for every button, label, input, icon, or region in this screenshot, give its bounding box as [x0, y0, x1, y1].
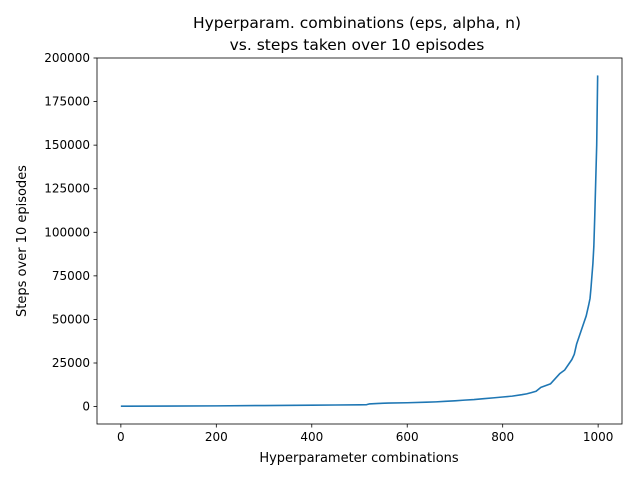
- y-axis-label: Steps over 10 episodes: [15, 165, 30, 317]
- y-tick-label: 25000: [52, 356, 90, 370]
- x-tick-label: 0: [117, 430, 125, 444]
- chart-title: Hyperparam. combinations (eps, alpha, n): [193, 14, 521, 32]
- y-tick-label: 175000: [44, 95, 90, 109]
- axes-frame: [96, 57, 623, 425]
- chart-subtitle: vs. steps taken over 10 episodes: [230, 36, 485, 54]
- y-axis-ticks: 0 25000 50000 75000 100000 125000 150000 175000…: [44, 51, 97, 414]
- x-tick-label: 800: [491, 430, 514, 444]
- x-tick-label: 600: [396, 430, 419, 444]
- y-tick-label: 0: [82, 400, 90, 414]
- y-tick-label: 100000: [44, 225, 90, 239]
- x-axis-label: Hyperparameter combinations: [259, 451, 459, 466]
- plot-area: [96, 57, 623, 425]
- y-tick-label: 75000: [52, 269, 90, 283]
- x-tick-label: 200: [205, 430, 228, 444]
- y-tick-label: 150000: [44, 138, 90, 152]
- y-tick-label: 200000: [44, 51, 90, 65]
- y-tick-label: 125000: [44, 182, 90, 196]
- y-tick-label: 50000: [52, 312, 90, 326]
- x-tick-label: 1000: [583, 430, 614, 444]
- series-line-0: [120, 75, 599, 408]
- x-tick-label: 400: [300, 430, 323, 444]
- x-axis-ticks: 0 200 400 600 800 1000: [117, 424, 613, 444]
